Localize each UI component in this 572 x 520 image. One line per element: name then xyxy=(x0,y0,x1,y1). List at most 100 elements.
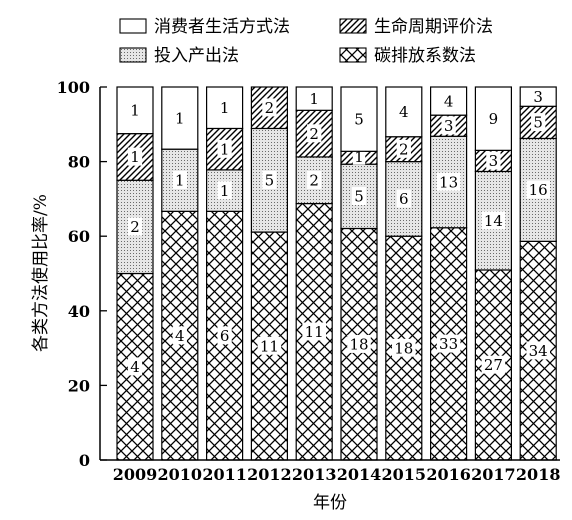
bar-segment xyxy=(430,86,468,116)
legend-label: 投入产出法 xyxy=(154,46,239,66)
bar-value-label: 2 xyxy=(399,140,409,158)
bar-value-label-bg xyxy=(351,187,367,206)
x-tick-label: 2012 xyxy=(247,465,292,484)
y-tick-label: 20 xyxy=(68,376,90,395)
bar-segment xyxy=(295,86,333,111)
bar-value-label-bg xyxy=(486,151,501,170)
legend-label: 碳排放系数法 xyxy=(374,46,476,66)
bar-value-label: 3 xyxy=(489,152,499,170)
y-ticks: 0 20 40 60 80 100 xyxy=(57,78,107,470)
bar-value-label-bg xyxy=(127,217,143,236)
bar-value-label: 18 xyxy=(394,339,413,357)
bar-segment xyxy=(340,86,378,152)
bar-value-label: 5 xyxy=(354,188,364,206)
bar-value-label: 9 xyxy=(489,110,499,128)
bar-value-label: 1 xyxy=(175,172,185,190)
legend-swatch xyxy=(339,47,367,63)
bar-value-label-bg xyxy=(127,357,143,376)
bar-value-label: 1 xyxy=(220,140,230,158)
bar-value-label-bg xyxy=(257,336,282,355)
bar-value-label-bg xyxy=(347,334,371,353)
bar-value-label-bg xyxy=(307,124,322,143)
bar-value-label-bg xyxy=(526,180,550,199)
y-tick-label: 100 xyxy=(57,78,90,97)
bar-value-label: 1 xyxy=(175,109,185,127)
x-tick-label: 2018 xyxy=(516,465,561,484)
bar-value-label: 1 xyxy=(130,102,140,120)
x-tick-label: 2009 xyxy=(113,465,158,484)
x-tick-label: 2011 xyxy=(202,465,247,484)
bar-value-label-bg xyxy=(396,139,411,158)
bar-value-label-bg xyxy=(302,322,326,341)
bar-value-label: 1 xyxy=(130,148,140,166)
y-tick-label: 40 xyxy=(68,302,90,321)
bar-value-label: 4 xyxy=(130,358,140,376)
bar-value-label: 1 xyxy=(220,182,230,200)
bar-value-label-bg xyxy=(127,147,143,166)
bar-value-label-bg xyxy=(172,326,187,345)
y-tick-label: 60 xyxy=(68,227,90,246)
bar-value-label: 33 xyxy=(439,335,458,353)
bar-value-label-bg xyxy=(307,170,322,189)
bar-value-label: 4 xyxy=(175,327,185,345)
bar-value-label: 2 xyxy=(265,99,275,117)
bar-value-label-bg xyxy=(481,355,506,374)
bar-value-label: 6 xyxy=(399,190,409,208)
x-tick-label: 2014 xyxy=(337,465,382,484)
bar-value-label-bg xyxy=(396,189,411,208)
bar-value-label: 5 xyxy=(265,172,275,190)
bar-value-label: 5 xyxy=(354,110,364,128)
bar-value-label: 11 xyxy=(305,323,324,341)
bars-layer: 4211411611111521122118515186243313342714… xyxy=(116,86,557,461)
bar-segment xyxy=(519,86,557,107)
x-tick-label: 2017 xyxy=(471,465,516,484)
bar-value-label: 3 xyxy=(533,88,543,106)
bar-value-label: 1 xyxy=(354,148,364,166)
bar-value-label-bg xyxy=(217,139,232,158)
bar-value-label-bg xyxy=(352,150,366,165)
x-tick-label: 2015 xyxy=(382,465,427,484)
bar-value-label: 3 xyxy=(444,117,454,135)
bar-value-label-bg xyxy=(262,98,277,117)
bar-value-label-bg xyxy=(436,334,461,353)
bar-value-label: 6 xyxy=(220,327,230,345)
bar-value-label: 1 xyxy=(309,90,319,108)
x-axis-title: 年份 xyxy=(313,493,347,513)
bar-segment xyxy=(385,86,423,138)
y-tick-label: 80 xyxy=(68,153,90,172)
bar-value-label: 2 xyxy=(309,125,319,143)
bar-value-label-bg xyxy=(392,338,416,357)
x-ticks: 2009 2010 2011 2012 2013 2014 2015 2016 2017 2018 xyxy=(113,465,561,484)
x-tick-label: 2013 xyxy=(292,465,337,484)
bar-value-label-bg xyxy=(217,326,232,345)
bar-value-label: 4 xyxy=(399,103,409,121)
bar-segment xyxy=(206,86,244,130)
legend-label: 消费者生活方式法 xyxy=(154,17,290,37)
bar-value-label-bg xyxy=(217,181,232,200)
bar-value-label-bg xyxy=(481,211,506,230)
legend-swatch xyxy=(119,18,147,34)
y-axis-title: 各类方法使用比率/% xyxy=(30,194,51,352)
bar-segment xyxy=(385,161,423,237)
bar-value-label-bg xyxy=(526,341,550,360)
bar-value-label-bg xyxy=(262,170,277,189)
bar-value-label: 2 xyxy=(130,218,140,236)
legend-label: 生命周期评价法 xyxy=(374,17,493,37)
bar-value-label: 5 xyxy=(533,114,543,132)
bar-value-label: 14 xyxy=(484,212,503,230)
x-tick-label: 2010 xyxy=(158,465,203,484)
bar-value-label: 11 xyxy=(260,337,279,355)
bar-segment xyxy=(161,86,199,150)
bar-value-label: 2 xyxy=(309,172,319,190)
bar-segment xyxy=(116,86,154,135)
legend-swatch xyxy=(119,47,147,63)
bar-value-label: 34 xyxy=(529,342,548,360)
axes-layer xyxy=(99,87,560,461)
bar-segment xyxy=(116,179,154,275)
bar-value-label-bg xyxy=(531,113,546,132)
bar-value-label: 27 xyxy=(484,356,503,374)
bar-value-label: 1 xyxy=(220,99,230,117)
bar-value-label: 4 xyxy=(444,92,454,110)
